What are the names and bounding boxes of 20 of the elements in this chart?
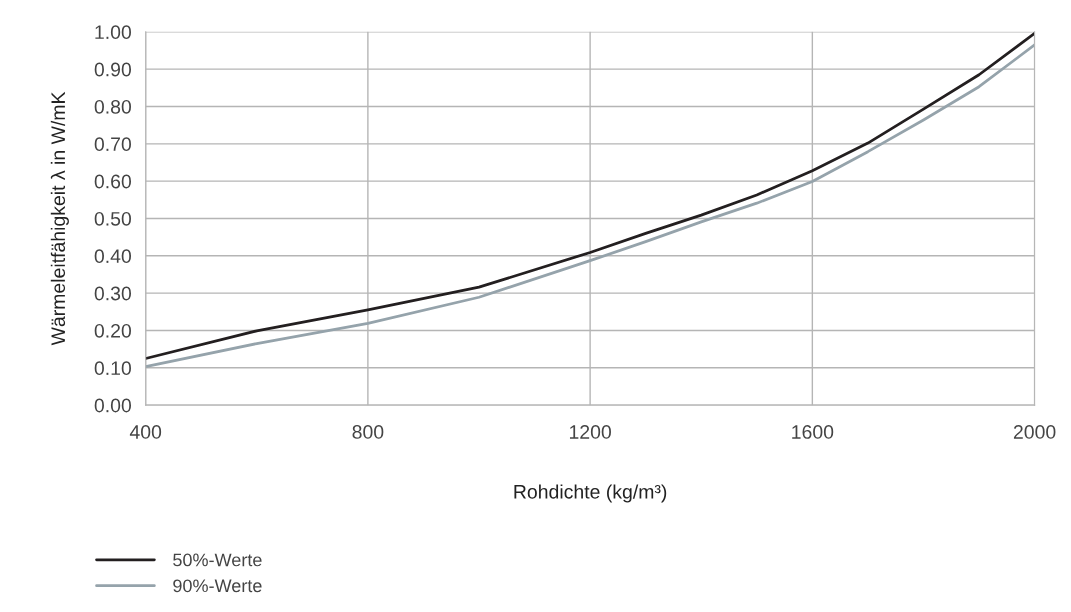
y-tick-label: 0.30 — [94, 286, 132, 301]
x-tick-label: 1200 — [569, 425, 611, 439]
y-tick-label: 0.70 — [94, 137, 132, 152]
y-tick-label: 0.40 — [94, 249, 132, 264]
x-axis-title: Rohdichte (kg/m³) — [514, 484, 667, 503]
y-tick-label: 1.00 — [95, 25, 132, 40]
y-tick-label: 0.00 — [94, 398, 132, 413]
y-tick-label: 0.20 — [94, 323, 132, 338]
x-tick-label: 1600 — [792, 425, 834, 439]
legend-label: 90%-Werte — [173, 579, 262, 593]
x-tick-label: 2000 — [1013, 425, 1056, 439]
y-tick-label: 0.80 — [94, 99, 132, 114]
y-tick-label: 0.10 — [94, 361, 132, 376]
legend-label: 50%-Werte — [173, 553, 262, 567]
x-tick-label: 400 — [129, 425, 162, 439]
y-tick-label: 0.60 — [94, 174, 132, 189]
x-tick-label: 800 — [352, 425, 384, 439]
y-tick-label: 0.90 — [94, 62, 132, 77]
y-tick-label: 0.50 — [94, 211, 132, 226]
y-axis-title: Wärmeleitfähigkeit λ in W/mK — [50, 91, 69, 346]
